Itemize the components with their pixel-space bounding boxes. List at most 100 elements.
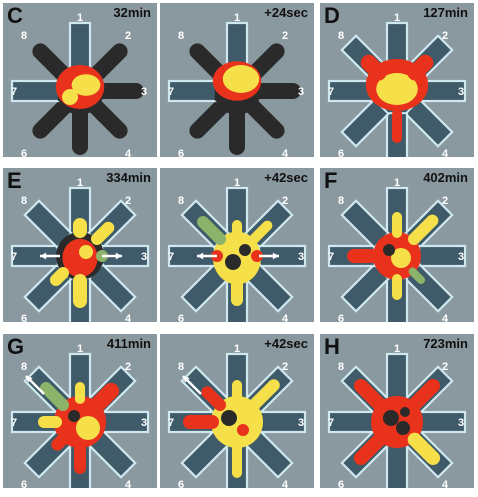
cell-patch xyxy=(391,248,411,268)
maze-arm xyxy=(94,83,144,99)
arm-number-6: 6 xyxy=(338,313,344,322)
panel-f: 12345678 F 402min xyxy=(320,168,474,322)
arm-patch xyxy=(248,220,273,245)
cell-patch xyxy=(383,410,399,426)
cell-patch xyxy=(62,89,78,105)
arm-number-8: 8 xyxy=(21,361,27,373)
cell-patch xyxy=(251,250,263,262)
arm-number-1: 1 xyxy=(77,177,83,189)
arm-patch xyxy=(90,221,115,246)
panel-time: +42sec xyxy=(264,170,308,185)
arm-number-3: 3 xyxy=(298,417,304,429)
arm-number-4: 4 xyxy=(442,479,449,488)
maze-arm xyxy=(327,410,379,434)
arm-number-6: 6 xyxy=(338,148,344,157)
maze-arm xyxy=(189,98,230,139)
panel-h: 12345678 H 723min xyxy=(320,334,474,488)
arm-number-2: 2 xyxy=(125,361,131,373)
arm-patch xyxy=(392,212,402,238)
arm-number-4: 4 xyxy=(282,479,289,488)
maze-image: 12345678 xyxy=(167,177,307,322)
arm-number-7: 7 xyxy=(328,417,334,429)
arm-number-3: 3 xyxy=(298,86,304,98)
arm-patch xyxy=(407,214,439,246)
arm-patch xyxy=(40,382,70,412)
maze-image: 12345678 xyxy=(327,12,467,157)
panel-time: 127min xyxy=(423,5,468,20)
arm-number-4: 4 xyxy=(442,313,449,322)
arm-patch xyxy=(232,380,242,404)
cell-patch xyxy=(221,410,237,426)
maze-image: 12345678 xyxy=(10,177,150,322)
maze-image: 12345678 xyxy=(10,12,147,157)
arm-number-8: 8 xyxy=(178,30,184,42)
maze-arm xyxy=(251,83,301,99)
arm-number-2: 2 xyxy=(282,195,288,207)
panel-label: G xyxy=(7,334,25,359)
arm-number-7: 7 xyxy=(168,251,174,263)
arm-number-1: 1 xyxy=(394,343,400,355)
arm-number-2: 2 xyxy=(125,195,131,207)
maze-arm xyxy=(72,105,88,155)
arrowhead-icon xyxy=(183,376,190,383)
arrowhead-icon xyxy=(197,252,204,260)
panel-label: H xyxy=(324,334,340,359)
arm-patch xyxy=(74,440,86,474)
maze-arm-open xyxy=(10,79,62,103)
arm-number-7: 7 xyxy=(168,417,174,429)
cell-patch xyxy=(237,424,249,436)
arm-number-1: 1 xyxy=(234,343,240,355)
maze-arm xyxy=(385,352,409,404)
cell-patch xyxy=(400,407,410,417)
cell-patch xyxy=(76,416,100,440)
cell-patch xyxy=(79,245,93,259)
arm-number-6: 6 xyxy=(178,313,184,322)
arm-patch xyxy=(183,415,219,429)
arm-patch xyxy=(38,416,62,428)
arm-patch xyxy=(73,274,87,308)
arm-number-6: 6 xyxy=(178,148,184,157)
maze-arm xyxy=(385,440,409,488)
arm-number-8: 8 xyxy=(21,195,27,207)
arm-patch xyxy=(360,54,387,81)
cell-patch xyxy=(396,421,410,435)
arm-patch xyxy=(90,382,120,412)
panel-c-followup: 12345678 +24sec xyxy=(160,3,314,157)
panel-e-followup: 12345678 +42sec xyxy=(160,168,314,322)
arm-number-3: 3 xyxy=(141,417,147,429)
arm-number-8: 8 xyxy=(338,30,344,42)
arm-patch xyxy=(75,382,85,404)
maze-image: 12345678 xyxy=(327,343,467,488)
arm-number-3: 3 xyxy=(458,251,464,263)
arm-number-6: 6 xyxy=(338,479,344,488)
arm-number-4: 4 xyxy=(125,313,132,322)
arm-patch xyxy=(407,54,434,81)
arm-number-2: 2 xyxy=(442,30,448,42)
arm-number-1: 1 xyxy=(77,12,83,24)
panel-g-followup: 12345678 +42sec xyxy=(160,334,314,488)
panel-d: 12345678 D 127min xyxy=(320,3,474,157)
arm-number-1: 1 xyxy=(394,12,400,24)
arm-number-3: 3 xyxy=(458,86,464,98)
arm-number-2: 2 xyxy=(282,361,288,373)
arm-number-8: 8 xyxy=(338,361,344,373)
maze-image: 12345678 xyxy=(167,12,304,157)
panel-g: 12345678 G 411min xyxy=(3,334,157,488)
arm-patch xyxy=(407,432,441,466)
arm-number-2: 2 xyxy=(125,30,131,42)
arrowhead-icon xyxy=(272,252,279,260)
arm-number-2: 2 xyxy=(282,30,288,42)
panel-time: +24sec xyxy=(264,5,308,20)
arm-number-4: 4 xyxy=(442,148,449,157)
arm-patch xyxy=(353,378,387,412)
cell-patch xyxy=(383,244,395,256)
arm-number-7: 7 xyxy=(11,86,17,98)
arm-number-7: 7 xyxy=(328,251,334,263)
panel-time: 334min xyxy=(106,170,151,185)
arm-number-1: 1 xyxy=(234,177,240,189)
arm-number-6: 6 xyxy=(21,148,27,157)
arm-number-7: 7 xyxy=(11,251,17,263)
maze-arm xyxy=(229,105,245,155)
panel-time: 723min xyxy=(423,336,468,351)
panel-label: E xyxy=(7,168,22,193)
